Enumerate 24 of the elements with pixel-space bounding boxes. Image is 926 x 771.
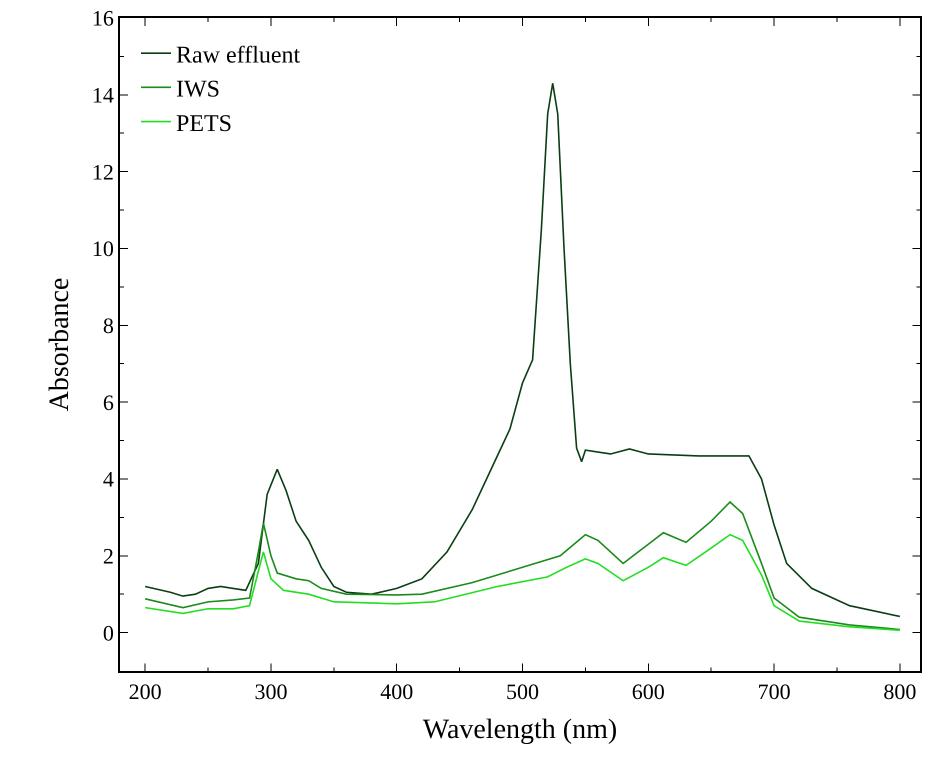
line-series: [144, 501, 901, 630]
y-tick-label: 14: [92, 82, 114, 108]
legend-label: IWS: [176, 76, 220, 103]
x-tick-label: 600: [632, 679, 665, 704]
y-tick-label: 6: [102, 390, 114, 415]
legend-label: Raw effluent: [176, 42, 301, 69]
x-tick-label: 400: [380, 679, 414, 704]
y-tick-label: 16: [92, 6, 114, 31]
x-tick-label: 800: [883, 679, 916, 704]
x-axis-title: Wavelength (nm): [422, 714, 618, 745]
y-axis-title: Absorbance: [44, 278, 76, 412]
x-tick-label: 700: [758, 679, 791, 704]
line-series: [144, 82, 901, 618]
y-tick-label: 8: [102, 312, 114, 338]
y-tick-label: 4: [102, 466, 114, 492]
y-tick-label: 0: [102, 620, 114, 646]
x-tick-label: 500: [506, 679, 540, 704]
y-tick-label: 2: [102, 543, 114, 568]
x-tick-label: 300: [254, 679, 288, 704]
legend-label: PETS: [176, 110, 232, 137]
line-series: [144, 534, 901, 632]
y-tick-label: 12: [92, 159, 114, 184]
x-tick-label: 200: [128, 679, 162, 704]
y-tick-label: 10: [92, 236, 114, 262]
